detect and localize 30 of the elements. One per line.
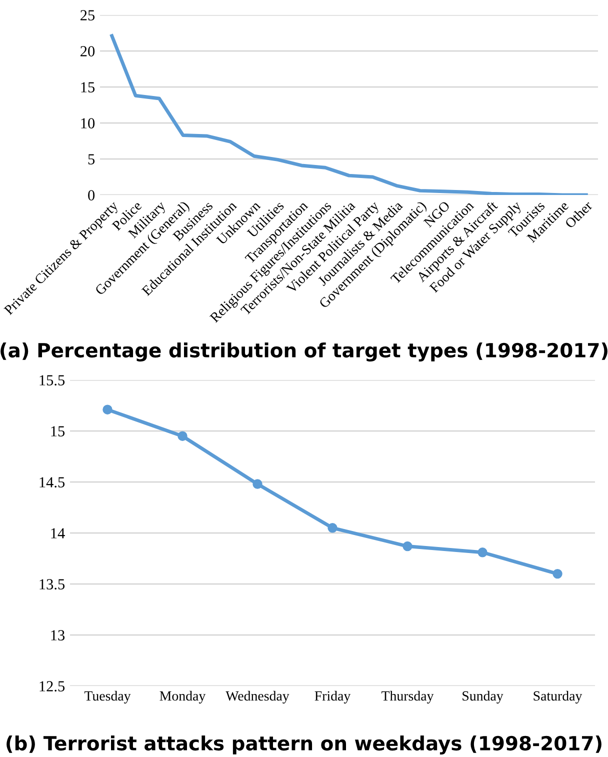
y-tick-label: 14.5 — [40, 477, 65, 488]
x-tick-label: Saturday — [534, 690, 582, 704]
line-series — [110, 34, 588, 195]
y-tick-label: 5 — [88, 154, 95, 164]
y-tick-label: 13 — [51, 630, 65, 640]
x-tick-label: Sunday — [462, 690, 504, 704]
x-tick-label: Friday — [314, 690, 351, 704]
y-tick-label: 13.5 — [40, 579, 65, 590]
x-tick-label: Wednesday — [226, 690, 290, 704]
point — [328, 523, 338, 533]
point — [102, 404, 112, 414]
point — [552, 568, 562, 579]
y-tick-label: 15 — [81, 82, 95, 92]
y-tick-label: 12.5 — [40, 681, 65, 692]
y-tick-label: 15 — [51, 426, 65, 436]
point — [252, 479, 262, 489]
point — [402, 541, 412, 552]
text: (b) Terrorist attacks pattern on weekdays (1998-2017) — [6, 736, 602, 754]
y-tick-label: 0 — [88, 190, 95, 200]
x-tick-label: Thursday — [382, 690, 434, 704]
y-tick-label: 15.5 — [40, 375, 65, 386]
y-tick-label: 20 — [80, 46, 95, 56]
text: (a) Percentage distribution of target types (1998-2017) — [0, 342, 608, 362]
x-tick-label: Monday — [160, 690, 206, 704]
y-tick-label: 14 — [51, 528, 65, 538]
x-tick-label: Tuesday — [84, 690, 131, 704]
y-tick-label: 10 — [81, 118, 95, 128]
point — [478, 548, 488, 558]
point — [178, 431, 188, 441]
y-tick-label: 25 — [80, 10, 95, 20]
